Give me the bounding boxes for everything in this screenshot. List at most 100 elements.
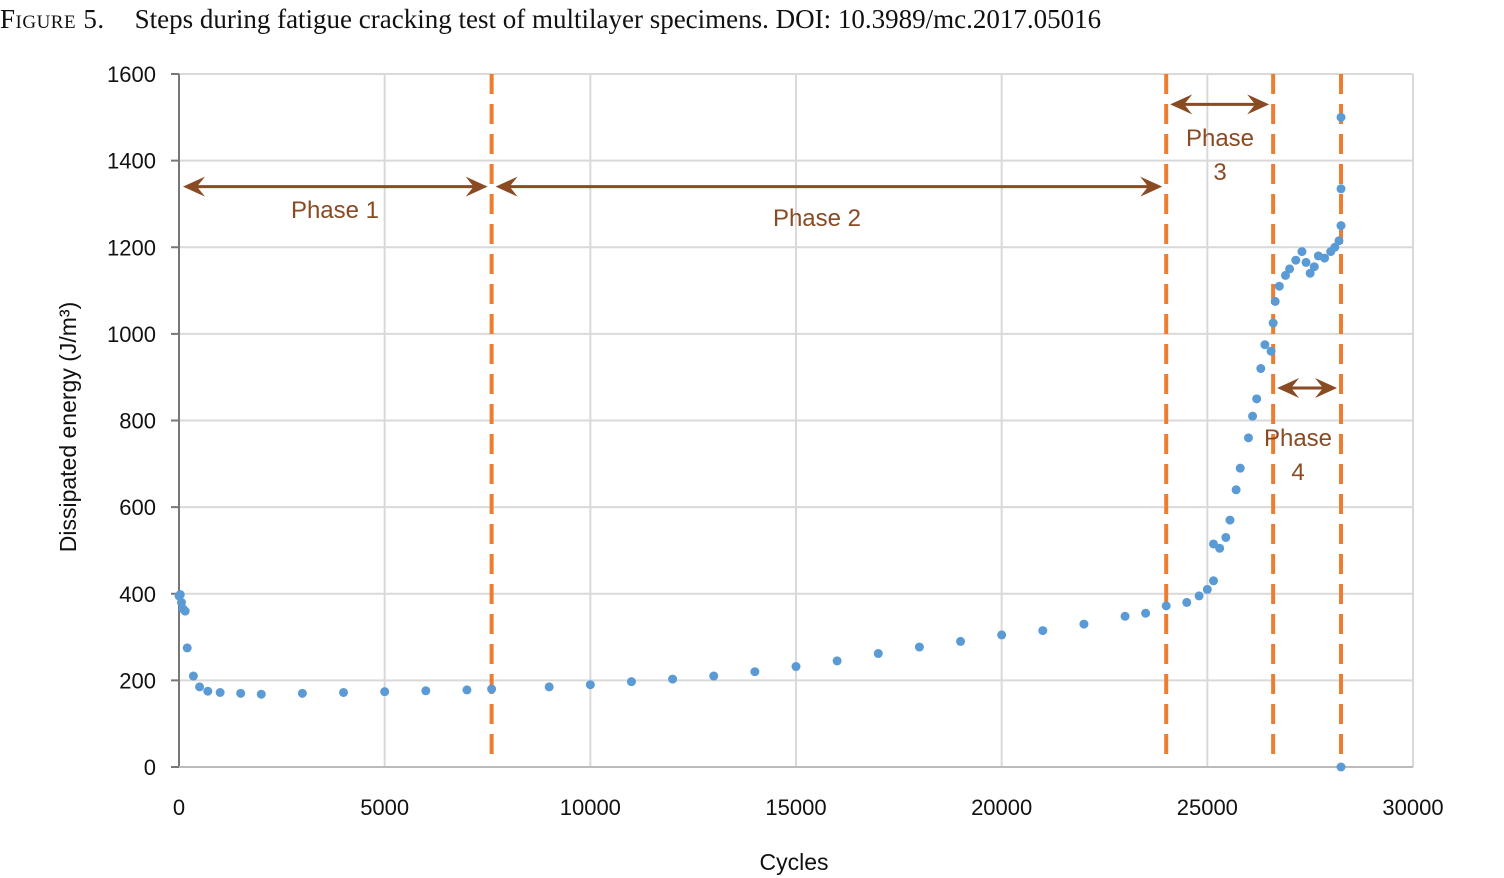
x-axis-title: Cycles — [759, 849, 828, 875]
data-point — [1141, 608, 1151, 618]
phase-arrow-right-head — [465, 176, 488, 197]
data-point — [236, 688, 246, 698]
phase-label-word: Phase — [1186, 125, 1254, 152]
y-tick-label: 1600 — [107, 62, 156, 87]
data-point — [1320, 253, 1330, 263]
data-point — [1225, 515, 1235, 525]
x-tick-label: 5000 — [360, 795, 409, 820]
data-point — [380, 687, 390, 697]
data-point — [1336, 762, 1346, 772]
y-tick-label: 400 — [119, 582, 156, 607]
data-point — [421, 686, 431, 696]
data-point — [1336, 221, 1346, 231]
data-point — [1243, 433, 1253, 443]
data-point — [195, 682, 205, 692]
data-point — [1248, 411, 1258, 421]
phase-arrow-left-head — [1277, 378, 1300, 399]
data-point — [1252, 394, 1262, 404]
data-point — [544, 682, 554, 692]
data-point — [1297, 247, 1307, 257]
data-point — [1231, 485, 1241, 495]
data-point — [668, 674, 678, 684]
data-point — [1336, 112, 1346, 122]
data-point — [180, 606, 190, 616]
x-tick-label: 15000 — [765, 795, 826, 820]
data-point — [188, 671, 198, 681]
data-point — [256, 689, 266, 699]
phase-arrow-left-head — [1170, 94, 1193, 115]
phase-label-number: 3 — [1213, 159, 1226, 186]
data-point — [1266, 346, 1276, 356]
phase-arrow-right-head — [1315, 378, 1338, 399]
data-point — [1270, 296, 1280, 306]
x-tick-label: 25000 — [1177, 795, 1238, 820]
y-tick-label: 1000 — [107, 322, 156, 347]
phase-label-number: 4 — [1291, 459, 1304, 486]
data-point — [462, 685, 472, 695]
data-point — [1256, 364, 1266, 374]
data-point — [1260, 340, 1270, 350]
phase-arrow-left-head — [183, 176, 205, 197]
data-point — [175, 590, 185, 600]
phase-arrow-right-head — [1140, 176, 1163, 197]
y-tick-label: 800 — [119, 409, 156, 434]
data-point — [1285, 264, 1295, 274]
data-points — [174, 112, 1346, 772]
data-point — [1274, 281, 1284, 291]
y-tick-label: 1200 — [107, 235, 156, 260]
data-point — [1221, 532, 1231, 542]
data-point — [791, 662, 801, 672]
data-point — [914, 642, 924, 652]
x-tick-label: 0 — [173, 795, 185, 820]
data-point — [1182, 597, 1192, 607]
data-point — [182, 643, 192, 653]
y-tick-label: 1400 — [107, 149, 156, 174]
x-tick-label: 10000 — [560, 795, 621, 820]
data-point — [1330, 242, 1340, 252]
phase-label: Phase 2 — [773, 205, 861, 232]
data-point — [297, 688, 307, 698]
data-point — [487, 684, 497, 694]
data-point — [1215, 543, 1225, 553]
figure-caption-text: Steps during fatigue cracking test of mu… — [134, 4, 1102, 34]
y-tick-label: 200 — [119, 668, 156, 693]
data-point — [1235, 463, 1245, 473]
data-point — [1305, 268, 1315, 278]
data-point — [709, 671, 719, 681]
phase-label-word: Phase — [1264, 425, 1332, 452]
grid-lines — [178, 73, 1414, 768]
data-point — [1268, 318, 1278, 328]
data-point — [1161, 601, 1171, 611]
data-point — [1209, 576, 1219, 586]
y-axis-title: Dissipated energy (J/m³) — [55, 302, 81, 553]
data-point — [997, 630, 1007, 640]
phase-arrow-left-head — [495, 176, 518, 197]
data-point — [215, 688, 225, 698]
phase-boundaries — [489, 74, 1344, 758]
data-point — [1291, 255, 1301, 265]
phase-arrow-right-head — [1247, 94, 1270, 115]
data-point — [1280, 270, 1290, 280]
phase-annotations: Phase 1 Phase 2 Phase 3 Phase 4 — [183, 94, 1338, 486]
data-point — [873, 649, 883, 659]
axis-ticks: 0 5000 10000 15000 20000 25000 30000 0 200 400 600… — [107, 62, 1444, 820]
data-point — [626, 677, 636, 687]
x-tick-label: 30000 — [1382, 795, 1443, 820]
data-point — [956, 636, 966, 646]
x-tick-label: 20000 — [971, 795, 1032, 820]
y-tick-label: 600 — [119, 495, 156, 520]
data-point — [1336, 184, 1346, 194]
data-point — [1334, 236, 1344, 246]
figure-label: Figure 5. — [0, 4, 105, 34]
phase-label: Phase 1 — [291, 197, 379, 224]
data-point — [750, 667, 760, 677]
data-point — [1194, 591, 1204, 601]
figure-caption: Figure 5. Steps during fatigue cracking t… — [0, 4, 1504, 35]
data-point — [1202, 584, 1212, 594]
data-point — [585, 680, 595, 690]
data-point — [203, 686, 213, 696]
data-point — [1309, 262, 1319, 272]
data-point — [339, 688, 349, 698]
data-point — [1120, 611, 1130, 621]
